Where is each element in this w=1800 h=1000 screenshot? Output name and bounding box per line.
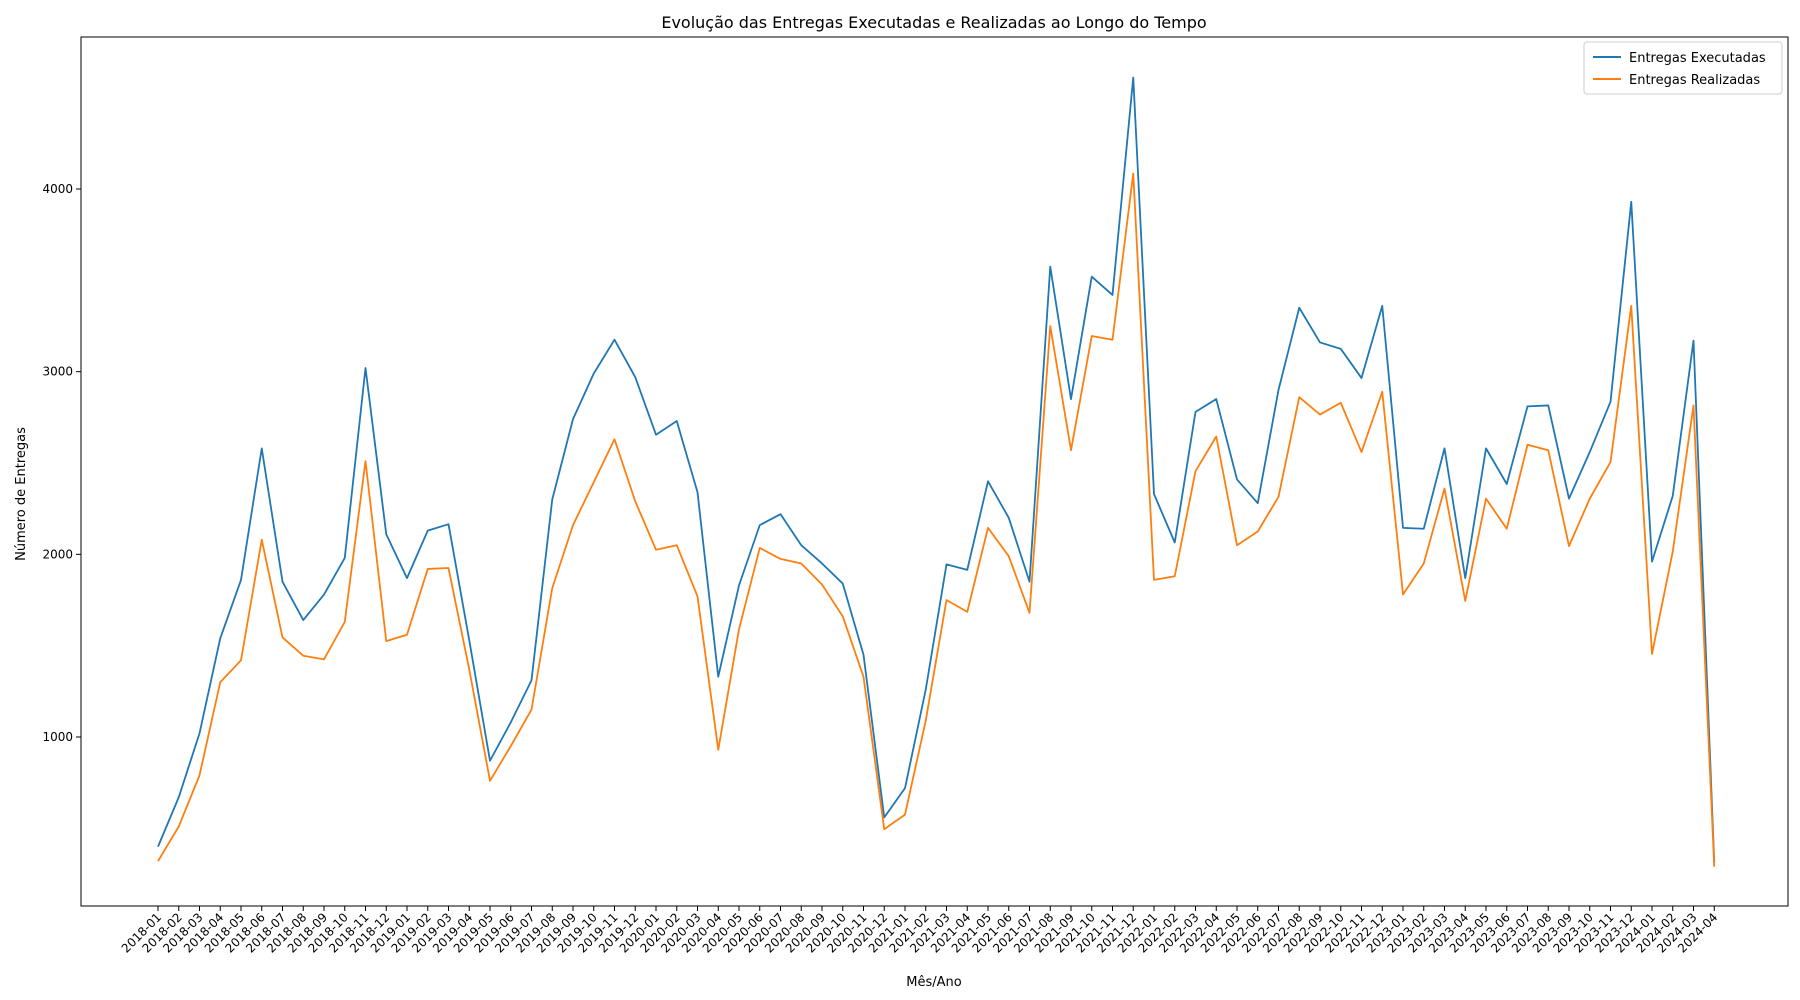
- x-axis-title: Mês/Ano: [906, 975, 961, 990]
- y-axis-title: Número de Entregas: [14, 427, 29, 561]
- series-line-entregas-executadas: [157, 76, 1716, 864]
- y-tick-label: 2000: [42, 547, 73, 561]
- legend: Entregas Executadas Entregas Realizadas: [1583, 41, 1783, 95]
- series-line-entregas-realizadas: [157, 172, 1716, 867]
- legend-box: [1583, 41, 1783, 95]
- plot-area: 10002000300040002018-012018-022018-03201…: [42, 36, 1789, 956]
- legend-label: Entregas Executadas: [1629, 51, 1766, 66]
- y-tick-label: 1000: [42, 730, 73, 744]
- chart-title: Evolução das Entregas Executadas e Reali…: [661, 13, 1206, 32]
- y-axis-title-group: Número de Entregas: [14, 427, 29, 561]
- plot-frame: [80, 36, 1789, 907]
- y-tick-label: 3000: [42, 365, 73, 379]
- legend-label: Entregas Realizadas: [1629, 73, 1760, 88]
- y-tick-label: 4000: [42, 182, 73, 196]
